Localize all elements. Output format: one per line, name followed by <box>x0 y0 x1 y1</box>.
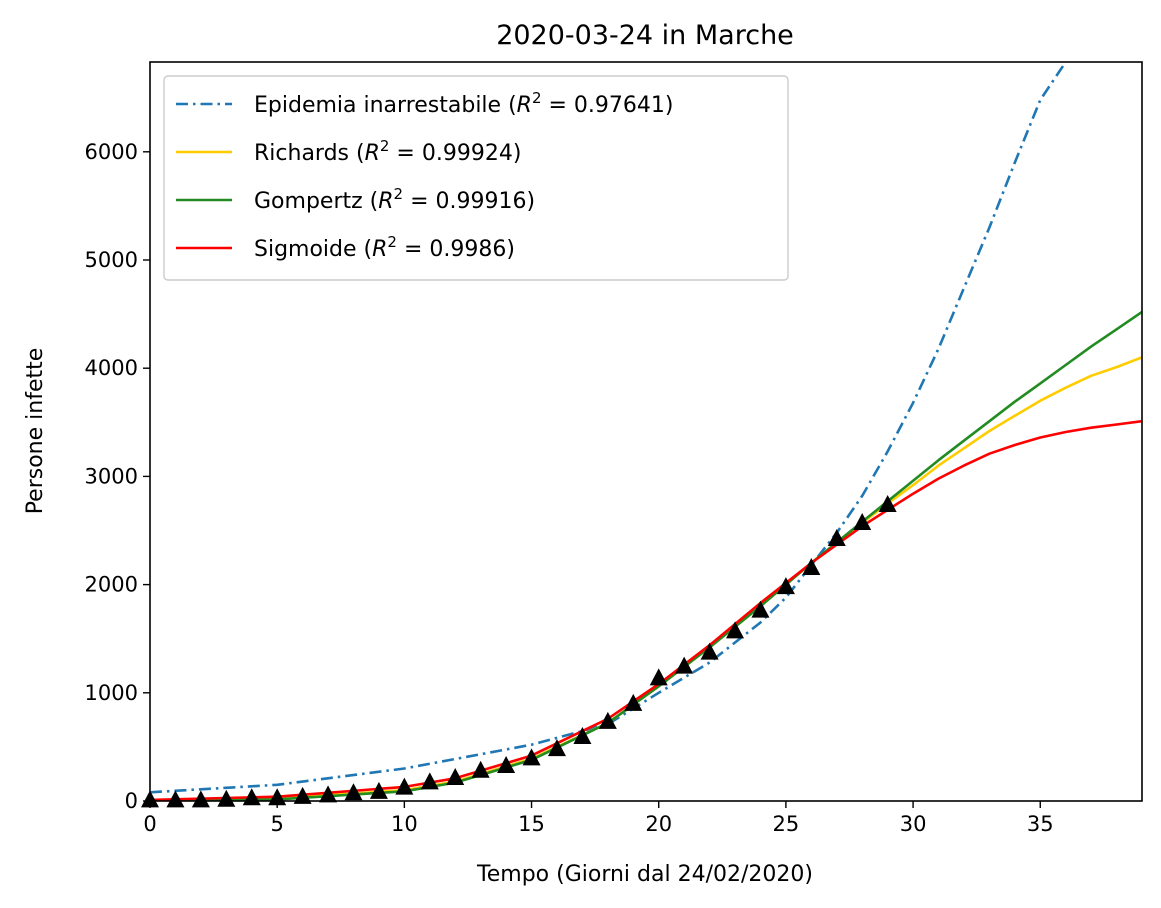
y-tick-label: 2000 <box>85 573 138 597</box>
x-axis-label: Tempo (Giorni dal 24/02/2020) <box>476 862 813 887</box>
observed-point <box>827 529 846 547</box>
observed-point <box>776 577 795 595</box>
chart-title: 2020-03-24 in Marche <box>496 20 794 51</box>
series-line-3 <box>150 310 1142 801</box>
observed-point <box>624 693 643 711</box>
legend-label-4: Sigmoide (R2 = 0.9986) <box>254 233 515 262</box>
observed-point <box>293 786 312 804</box>
y-tick-label: 5000 <box>85 248 138 272</box>
observed-point <box>726 621 745 639</box>
observed-point <box>751 600 770 618</box>
observed-point <box>217 789 236 807</box>
series-layer <box>150 62 1142 801</box>
observed-point <box>675 656 694 674</box>
legend-entries: Epidemia inarrestabile (R2 = 0.97641) Ric… <box>176 89 674 262</box>
observed-point <box>395 777 414 795</box>
legend-label-2: Richards (R2 = 0.99924) <box>254 137 521 166</box>
x-axis: 0 5 10 15 20 25 30 35 <box>143 801 1054 836</box>
x-tick-label: 25 <box>773 812 800 836</box>
observed-point <box>573 726 592 744</box>
observed-point <box>319 785 338 803</box>
series-line-1 <box>150 62 1067 794</box>
observed-point <box>853 513 872 531</box>
observed-point <box>191 790 210 808</box>
observed-point <box>649 668 668 686</box>
plot-frame <box>149 61 1143 802</box>
observed-point <box>700 642 719 660</box>
observed-point <box>802 558 821 576</box>
x-tick-label: 5 <box>270 812 283 836</box>
x-tick-label: 15 <box>518 812 545 836</box>
y-axis: 0 1000 2000 3000 4000 5000 6000 <box>85 140 150 813</box>
observed-point <box>878 494 897 512</box>
x-tick-label: 30 <box>900 812 927 836</box>
x-tick-label: 35 <box>1027 812 1054 836</box>
x-tick-label: 20 <box>645 812 672 836</box>
y-tick-label: 6000 <box>85 140 138 164</box>
observed-point <box>598 711 617 729</box>
y-tick-label: 1000 <box>85 681 138 705</box>
observed-point <box>166 790 185 808</box>
x-tick-label: 10 <box>391 812 418 836</box>
y-tick-label: 0 <box>125 789 138 813</box>
legend-label-3: Gompertz (R2 = 0.99916) <box>254 185 535 214</box>
observed-point <box>547 739 566 757</box>
legend-label-1: Epidemia inarrestabile (R2 = 0.97641) <box>254 89 674 118</box>
observed-point <box>471 760 490 778</box>
observed-point <box>522 748 541 766</box>
y-tick-label: 4000 <box>85 356 138 380</box>
observed-point <box>344 783 363 801</box>
observed-point <box>446 768 465 786</box>
series-line-4 <box>150 419 1142 801</box>
observed-point <box>420 772 439 790</box>
y-tick-label: 3000 <box>85 464 138 488</box>
legend: Epidemia inarrestabile (R2 = 0.97641) Ric… <box>163 75 789 281</box>
x-tick-label: 0 <box>143 812 156 836</box>
observed-point <box>497 756 516 774</box>
observed-point <box>369 781 388 799</box>
y-axis-label: Persone infette <box>23 348 48 515</box>
legend-box <box>163 75 789 281</box>
